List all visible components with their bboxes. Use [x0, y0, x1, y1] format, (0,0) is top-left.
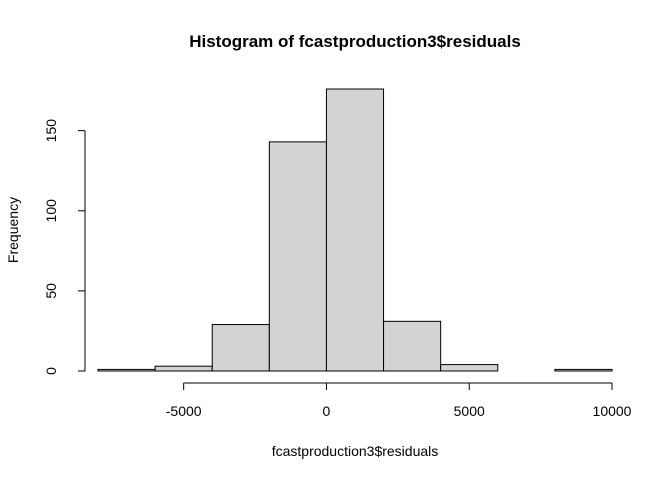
x-tick-label: 0 — [323, 403, 331, 419]
chart-title: Histogram of fcastproduction3$residuals — [189, 32, 521, 51]
histogram-bar — [268, 141, 327, 372]
y-axis: 0 50 100 150 — [43, 119, 86, 375]
y-tick-label: 0 — [43, 367, 59, 375]
x-tick-label: 5000 — [454, 403, 485, 419]
bars-group — [97, 88, 613, 372]
histogram-bar — [211, 324, 270, 372]
histogram-bar — [325, 88, 385, 372]
histogram-bar — [154, 365, 213, 372]
histogram-bar — [97, 368, 156, 372]
x-axis: -5000 0 5000 10000 — [166, 382, 632, 419]
histogram-bar — [554, 368, 613, 372]
y-axis-label: Frequency — [5, 197, 21, 263]
x-tick-label: -5000 — [166, 403, 202, 419]
x-axis-label: fcastproduction3$residuals — [272, 443, 439, 459]
x-tick-label: 10000 — [593, 403, 632, 419]
histogram-bar — [440, 364, 499, 372]
y-tick-label: 50 — [43, 283, 59, 299]
y-tick-label: 100 — [43, 199, 59, 223]
histogram-bar — [383, 320, 442, 372]
y-tick-label: 150 — [43, 119, 59, 143]
